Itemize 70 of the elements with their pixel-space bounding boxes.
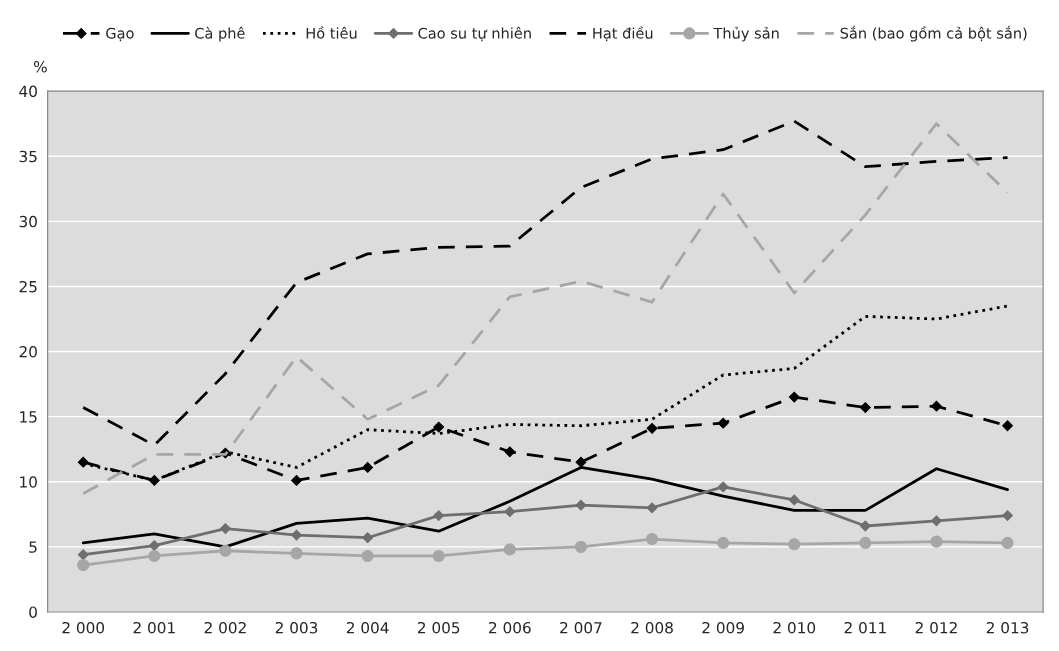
point: [362, 532, 374, 544]
point: [361, 549, 374, 563]
point: [717, 481, 729, 493]
point: [931, 400, 942, 412]
legend-label: Hồ tiêu: [306, 26, 357, 39]
point: [504, 446, 516, 458]
point: [646, 422, 658, 434]
point: [788, 538, 801, 551]
point: [291, 529, 302, 541]
x-tick-label: 2 004: [346, 621, 389, 634]
y-tick-label: 20: [19, 346, 37, 358]
x-tick-label: 2 012: [915, 621, 957, 634]
point: [645, 532, 659, 546]
point: [931, 515, 942, 527]
point: [362, 461, 374, 473]
y-tick-label: 40: [19, 85, 37, 98]
point: [219, 544, 232, 557]
point: [575, 499, 587, 511]
point: [291, 475, 302, 486]
point: [859, 402, 871, 413]
y-tick-label: 30: [19, 215, 37, 228]
x-tick-label: 2 001: [133, 621, 175, 634]
y-tick-label: 0: [29, 606, 37, 618]
point: [432, 549, 445, 563]
point: [1002, 420, 1013, 432]
x-tick-label: 2 013: [986, 621, 1029, 634]
legend-label: Cao su tự nhiên: [418, 26, 531, 42]
x-tick-label: 2 010: [773, 621, 816, 634]
legend-label: Thủy sản: [713, 26, 779, 42]
y-tick-label: 35: [19, 150, 37, 163]
point: [930, 535, 943, 548]
x-tick-label: 2 003: [275, 621, 318, 634]
x-tick-label: 2 000: [62, 621, 105, 634]
x-tick-label: 2 006: [489, 621, 531, 634]
y-tick-label: 25: [19, 280, 37, 293]
x-tick-label: 2 008: [631, 621, 673, 634]
x-tick-label: 2 002: [204, 621, 246, 634]
point: [219, 523, 231, 535]
x-tick-label: 2 009: [702, 621, 744, 634]
point: [1002, 510, 1013, 522]
y-tick-label: 5: [29, 541, 37, 553]
point: [646, 502, 658, 514]
point: [290, 547, 303, 560]
point: [717, 417, 729, 429]
point: [504, 506, 516, 518]
point: [859, 536, 872, 550]
point: [859, 520, 871, 532]
point: [433, 421, 445, 433]
x-tick-label: 2 005: [417, 621, 460, 634]
point: [717, 536, 730, 550]
point: [788, 494, 800, 506]
y-axis-title: %: [33, 61, 47, 73]
legend-label: Cà phê: [195, 26, 245, 42]
point: [503, 543, 516, 556]
y-tick-label: 15: [20, 411, 37, 423]
legend-label: Hạt điều: [593, 26, 653, 42]
point: [575, 456, 587, 468]
point: [77, 456, 89, 468]
legend-label: Gạo: [106, 27, 134, 42]
point: [1001, 536, 1014, 550]
point: [148, 540, 160, 551]
legend-label: Sắn (bao gồm cả bột sắn): [840, 25, 1027, 42]
point: [433, 510, 445, 522]
point: [148, 549, 161, 563]
point: [574, 540, 588, 553]
x-tick-label: 2 007: [560, 621, 602, 634]
point: [788, 391, 800, 403]
x-tick-label: 2 011: [844, 621, 886, 634]
y-tick-label: 10: [20, 476, 37, 488]
point: [77, 558, 90, 572]
